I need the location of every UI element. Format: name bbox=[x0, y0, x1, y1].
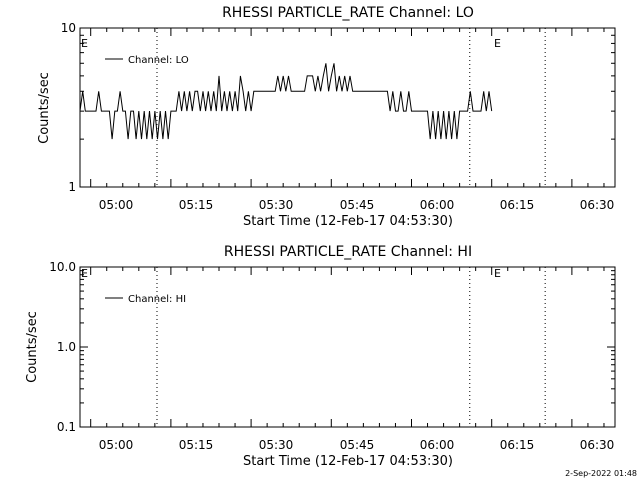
x-ticks-lo bbox=[90, 28, 605, 187]
x-tick-labels-lo: 05:00 05:15 05:30 05:45 06:00 06:15 06:3… bbox=[99, 198, 615, 212]
vertical-markers-hi bbox=[156, 267, 546, 427]
event-marker-lo-start: E bbox=[81, 37, 88, 50]
series-line-lo bbox=[79, 63, 493, 140]
y-tick-label-hi-1: 1.0 bbox=[57, 340, 76, 354]
x-tick-label-hi-0515: 05:15 bbox=[179, 438, 214, 452]
x-tick-label-hi-0615: 06:15 bbox=[500, 438, 535, 452]
x-tick-label-hi-0530: 05:30 bbox=[259, 438, 294, 452]
x-tick-labels-hi: 05:00 05:15 05:30 05:45 06:00 06:15 06:3… bbox=[99, 438, 615, 452]
x-tick-label-hi-0545: 05:45 bbox=[340, 438, 375, 452]
panel-lo: RHESSI PARTICLE_RATE Channel: LO E E Cha… bbox=[37, 5, 616, 229]
x-tick-label-0630: 06:30 bbox=[580, 198, 615, 212]
y-ticks-lo bbox=[80, 27, 615, 188]
y-tick-label-lo-10: 10 bbox=[61, 21, 76, 35]
x-tick-label-hi-0500: 05:00 bbox=[99, 438, 134, 452]
y-axis-label-lo: Counts/sec bbox=[37, 72, 52, 144]
y-tick-label-hi-10: 10.0 bbox=[49, 260, 76, 274]
x-tick-label-0530: 05:30 bbox=[259, 198, 294, 212]
x-tick-label-0600: 06:00 bbox=[420, 198, 455, 212]
x-tick-label-0500: 05:00 bbox=[99, 198, 134, 212]
event-marker-lo-end: E bbox=[494, 37, 501, 50]
chart-title-hi: RHESSI PARTICLE_RATE Channel: HI bbox=[224, 244, 472, 260]
x-axis-label-lo: Start Time (12-Feb-17 04:53:30) bbox=[243, 214, 453, 229]
x-tick-label-hi-0630: 06:30 bbox=[580, 438, 615, 452]
y-axis-label-hi: Counts/sec bbox=[25, 311, 40, 383]
plot-frame-hi bbox=[79, 266, 616, 428]
y-ticks-hi bbox=[80, 266, 615, 428]
plot-frame-lo bbox=[79, 27, 616, 188]
legend-label-lo: Channel: LO bbox=[128, 55, 189, 66]
x-tick-label-0615: 06:15 bbox=[500, 198, 535, 212]
panel-hi: RHESSI PARTICLE_RATE Channel: HI E E Cha… bbox=[25, 244, 616, 469]
x-tick-label-0545: 05:45 bbox=[340, 198, 375, 212]
legend-label-hi: Channel: HI bbox=[128, 294, 186, 305]
event-marker-hi-start: E bbox=[81, 267, 88, 280]
x-axis-label-hi: Start Time (12-Feb-17 04:53:30) bbox=[243, 454, 453, 469]
x-tick-label-hi-0600: 06:00 bbox=[420, 438, 455, 452]
generation-timestamp: 2-Sep-2022 01:48 bbox=[565, 469, 637, 478]
chart-title-lo: RHESSI PARTICLE_RATE Channel: LO bbox=[222, 5, 474, 21]
x-tick-label-0515: 05:15 bbox=[179, 198, 214, 212]
y-tick-label-lo-1: 1 bbox=[68, 180, 76, 194]
event-marker-hi-end: E bbox=[494, 267, 501, 280]
y-tick-label-hi-0-1: 0.1 bbox=[57, 420, 76, 434]
x-ticks-hi bbox=[90, 267, 605, 427]
vertical-markers-lo bbox=[156, 28, 546, 187]
